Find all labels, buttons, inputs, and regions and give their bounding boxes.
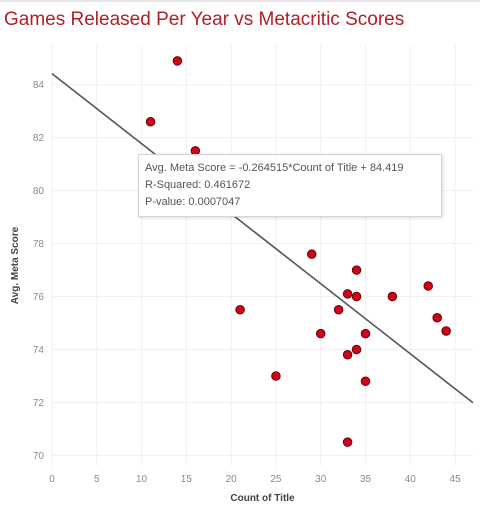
data-point[interactable] — [360, 376, 371, 387]
x-axis-title: Count of Title — [230, 493, 295, 504]
y-tick-label: 78 — [33, 239, 45, 250]
y-axis-title: Avg. Meta Score — [10, 226, 21, 304]
x-tick-labels: 0 5 10 15 20 25 30 35 40 45 — [49, 474, 461, 485]
top-divider — [0, 0, 480, 2]
x-tick-label: 45 — [450, 474, 462, 485]
data-point[interactable] — [271, 371, 281, 381]
data-point[interactable] — [235, 305, 245, 315]
data-point[interactable] — [351, 344, 362, 355]
data-point[interactable] — [441, 326, 451, 336]
y-tick-label: 76 — [33, 292, 45, 303]
x-tick-label: 40 — [405, 474, 417, 485]
x-tick-label: 25 — [270, 474, 282, 485]
data-point[interactable] — [307, 249, 317, 259]
x-tick-label: 15 — [181, 474, 193, 485]
tooltip-p-value: P-value: 0.0007047 — [145, 196, 241, 208]
data-point[interactable] — [432, 312, 442, 323]
data-point[interactable] — [342, 350, 353, 360]
chart-title: Games Released Per Year vs Metacritic Sc… — [4, 9, 405, 30]
data-point[interactable] — [342, 289, 353, 299]
x-tick-label: 35 — [360, 474, 372, 485]
tooltip-r-squared: R-Squared: 0.461672 — [145, 179, 251, 191]
x-tick-label: 30 — [315, 474, 327, 485]
data-point[interactable] — [351, 265, 362, 275]
x-tick-label: 0 — [49, 474, 55, 485]
data-points — [145, 56, 451, 447]
data-point[interactable] — [351, 291, 362, 302]
x-tick-label: 5 — [94, 474, 100, 485]
data-point[interactable] — [145, 117, 156, 127]
data-point[interactable] — [315, 328, 326, 339]
data-point[interactable] — [360, 328, 371, 339]
y-tick-label: 70 — [33, 451, 45, 462]
tooltip-equation: Avg. Meta Score = -0.264515*Count of Tit… — [145, 162, 404, 174]
gridlines — [51, 45, 473, 466]
trend-tooltip: Avg. Meta Score = -0.264515*Count of Tit… — [138, 154, 442, 217]
trend-line[interactable] — [51, 72, 474, 404]
y-tick-label: 80 — [33, 186, 45, 197]
data-point[interactable] — [423, 281, 433, 291]
y-tick-label: 82 — [33, 133, 45, 144]
x-tick-label: 10 — [136, 474, 148, 485]
data-point[interactable] — [333, 305, 344, 315]
y-tick-labels: 70 72 74 76 78 80 82 84 — [33, 80, 45, 462]
data-point[interactable] — [342, 437, 353, 447]
data-point[interactable] — [172, 56, 183, 66]
x-tick-label: 20 — [226, 474, 238, 485]
y-tick-label: 84 — [33, 80, 45, 91]
data-point[interactable] — [387, 291, 398, 302]
y-tick-label: 74 — [33, 345, 45, 356]
y-tick-label: 72 — [33, 398, 45, 409]
